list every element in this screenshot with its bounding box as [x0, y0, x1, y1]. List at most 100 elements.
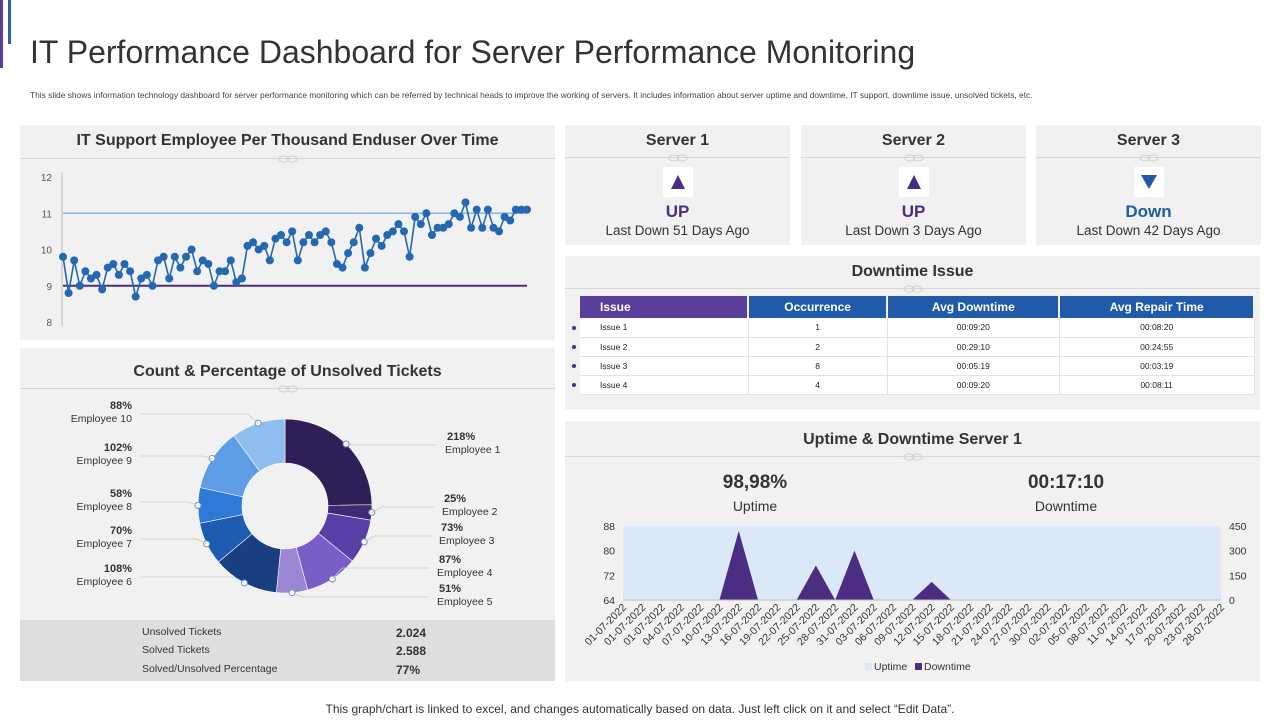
divider-ornament — [668, 154, 687, 162]
data-point — [148, 281, 157, 290]
table-cell: 00:24:55 — [1059, 337, 1255, 357]
y-tick-label: 11 — [42, 209, 53, 220]
triangle-down-icon — [1133, 167, 1164, 197]
leader-line — [346, 443, 437, 446]
accent-bar-secondary — [8, 0, 11, 44]
y-tick-label: 8 — [46, 318, 52, 329]
slice-percent-label: 87% — [439, 554, 461, 566]
server-last-down: Last Down 3 Days Ago — [845, 223, 982, 238]
y-right-tick-label: 0 — [1229, 595, 1235, 607]
table-cell: 8 — [748, 356, 888, 376]
data-point — [349, 238, 358, 247]
divider-ornament — [903, 453, 922, 461]
table-cell: Issue 3 — [580, 356, 749, 376]
tickets-summary: Unsolved Tickets 2.024 Solved Tickets 2.… — [20, 620, 555, 681]
data-point — [511, 205, 520, 214]
panel-divider — [20, 155, 555, 163]
slice-percent-label: 70% — [110, 525, 132, 537]
row-bullet — [572, 326, 576, 330]
table-cell: Issue 1 — [580, 318, 749, 338]
table-cell: 00:29:10 — [887, 337, 1060, 357]
slice-percent-label: 58% — [110, 488, 132, 500]
leader-line — [371, 506, 434, 513]
data-point — [416, 220, 425, 229]
downtime-issue-table: Issue Occurrence Avg Downtime Avg Repair… — [580, 296, 1255, 395]
slice-percent-label: 218% — [447, 431, 475, 443]
table-cell: 00:08:11 — [1059, 375, 1255, 395]
downtime-label: Downtime — [1034, 498, 1098, 514]
data-point — [444, 220, 453, 229]
server-card-2: Server 2 UP Last Down 3 Days Ago — [801, 125, 1026, 245]
table-cell: 2 — [748, 337, 888, 357]
divider-ornament — [904, 154, 923, 162]
tickets-donut-chart: 218%Employee 1 25%Employee 2 73%Employee 3… — [71, 400, 501, 608]
data-point — [422, 209, 431, 218]
column-header-avg-downtime: Avg Downtime — [887, 296, 1061, 318]
data-point — [293, 256, 302, 265]
data-point — [187, 245, 196, 254]
server-status: UP — [901, 202, 926, 221]
tickets-title: Count & Percentage of Unsolved Tickets — [133, 363, 442, 380]
data-point — [181, 252, 190, 261]
data-point — [131, 292, 140, 301]
legend-label-downtime: Downtime — [924, 661, 971, 673]
it-support-title: IT Support Employee Per Thousand Enduser… — [76, 132, 499, 149]
slice-percent-label: 73% — [441, 522, 463, 534]
data-point — [523, 205, 531, 214]
data-point — [260, 241, 269, 250]
y-tick-label: 12 — [41, 173, 53, 184]
data-point — [109, 260, 118, 268]
leader-line — [332, 567, 429, 580]
donut-slice — [284, 418, 373, 506]
summary-value: 77% — [396, 663, 421, 677]
data-point — [372, 234, 381, 243]
downtime-area — [623, 530, 1221, 600]
slice-category-label: Employee 4 — [437, 567, 493, 579]
data-point — [221, 267, 230, 276]
slice-percent-label: 102% — [104, 442, 132, 454]
data-point — [193, 267, 202, 276]
leader-line — [140, 455, 213, 459]
y-left-tick-label: 80 — [603, 546, 615, 558]
y-left-tick-label: 88 — [603, 521, 615, 533]
y-right-tick-label: 150 — [1229, 570, 1247, 582]
data-point — [388, 227, 397, 236]
legend-swatch-downtime — [915, 663, 922, 670]
server-card-3: Server 3 Down Last Down 42 Days Ago — [1036, 125, 1261, 245]
data-point — [277, 231, 286, 239]
panel-divider — [801, 154, 1026, 162]
table-bullets — [572, 326, 576, 387]
table-cell: 00:03:19 — [1059, 356, 1255, 376]
panel-divider — [20, 385, 555, 393]
table-cell: 1 — [748, 318, 888, 338]
data-point — [506, 216, 515, 225]
data-point — [92, 270, 101, 279]
y-right-tick-label: 300 — [1229, 546, 1247, 558]
leader-line — [140, 413, 259, 424]
table-cell: Issue 2 — [580, 337, 749, 357]
slice-category-label: Employee 6 — [77, 576, 133, 588]
server-status: UP — [665, 202, 690, 221]
data-point — [327, 238, 336, 247]
legend-label-uptime: Uptime — [874, 661, 907, 673]
data-point — [249, 238, 258, 247]
accent-bar — [0, 0, 3, 68]
y-left-tick-label: 64 — [603, 595, 615, 607]
leader-line — [364, 535, 431, 543]
divider-ornament — [1139, 154, 1158, 162]
data-point — [377, 241, 386, 250]
page-title: IT Performance Dashboard for Server Perf… — [30, 34, 916, 70]
panel-divider — [565, 285, 1260, 293]
it-support-chart: 8 9 10 11 12 — [41, 172, 531, 329]
data-point — [455, 212, 464, 221]
summary-label: Solved Tickets — [142, 644, 210, 656]
data-point — [64, 289, 73, 297]
uptime-label: Uptime — [732, 498, 778, 514]
table-cell: 00:08:20 — [1059, 318, 1255, 338]
server-card-1: Server 1 UP Last Down 51 Days Ago — [565, 125, 790, 245]
data-point — [204, 260, 213, 268]
table-cell: 4 — [748, 375, 888, 395]
table-cell: 00:05:19 — [887, 356, 1060, 376]
data-point — [98, 285, 107, 294]
server-name: Server 1 — [645, 132, 710, 149]
